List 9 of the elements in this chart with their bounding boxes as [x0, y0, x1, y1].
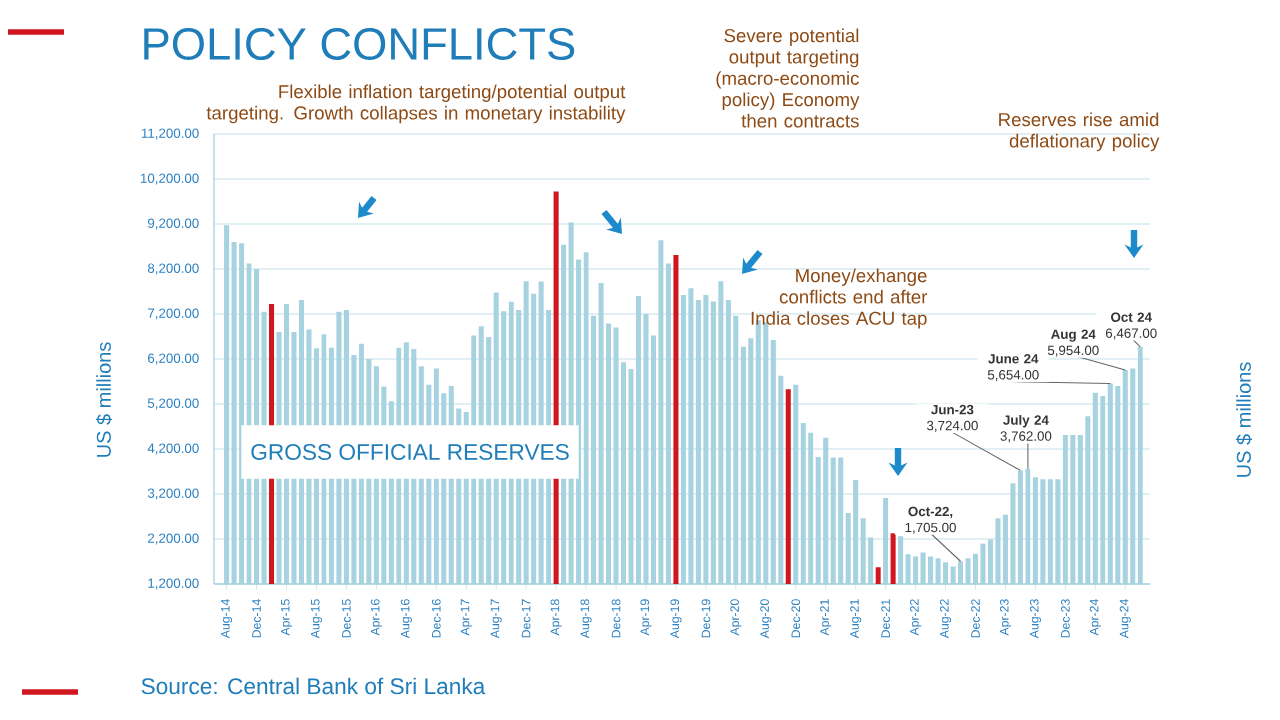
annotation: Money/exhange conflicts end after India closes ACU tap: [751, 268, 928, 329]
annotation: GROSS OFFICIAL RESERVES: [251, 443, 569, 460]
source-note: Source: Central Bank of Sri Lanka: [141, 677, 486, 695]
y2-axis-title: US $ millions: [1235, 362, 1253, 477]
chart-title: POLICY CONFLICTS: [144, 27, 575, 61]
text: Flexible inflation targeting/potential output targeting. Growth collapses in monetary instability: [206, 84, 626, 124]
text: Severe potential output targeting (macro-economic policy) Economy then contracts: [716, 28, 860, 128]
annotation: Reserves rise amid deflationary policy: [999, 112, 1160, 152]
y-axis-title: US $ millions: [95, 342, 113, 457]
